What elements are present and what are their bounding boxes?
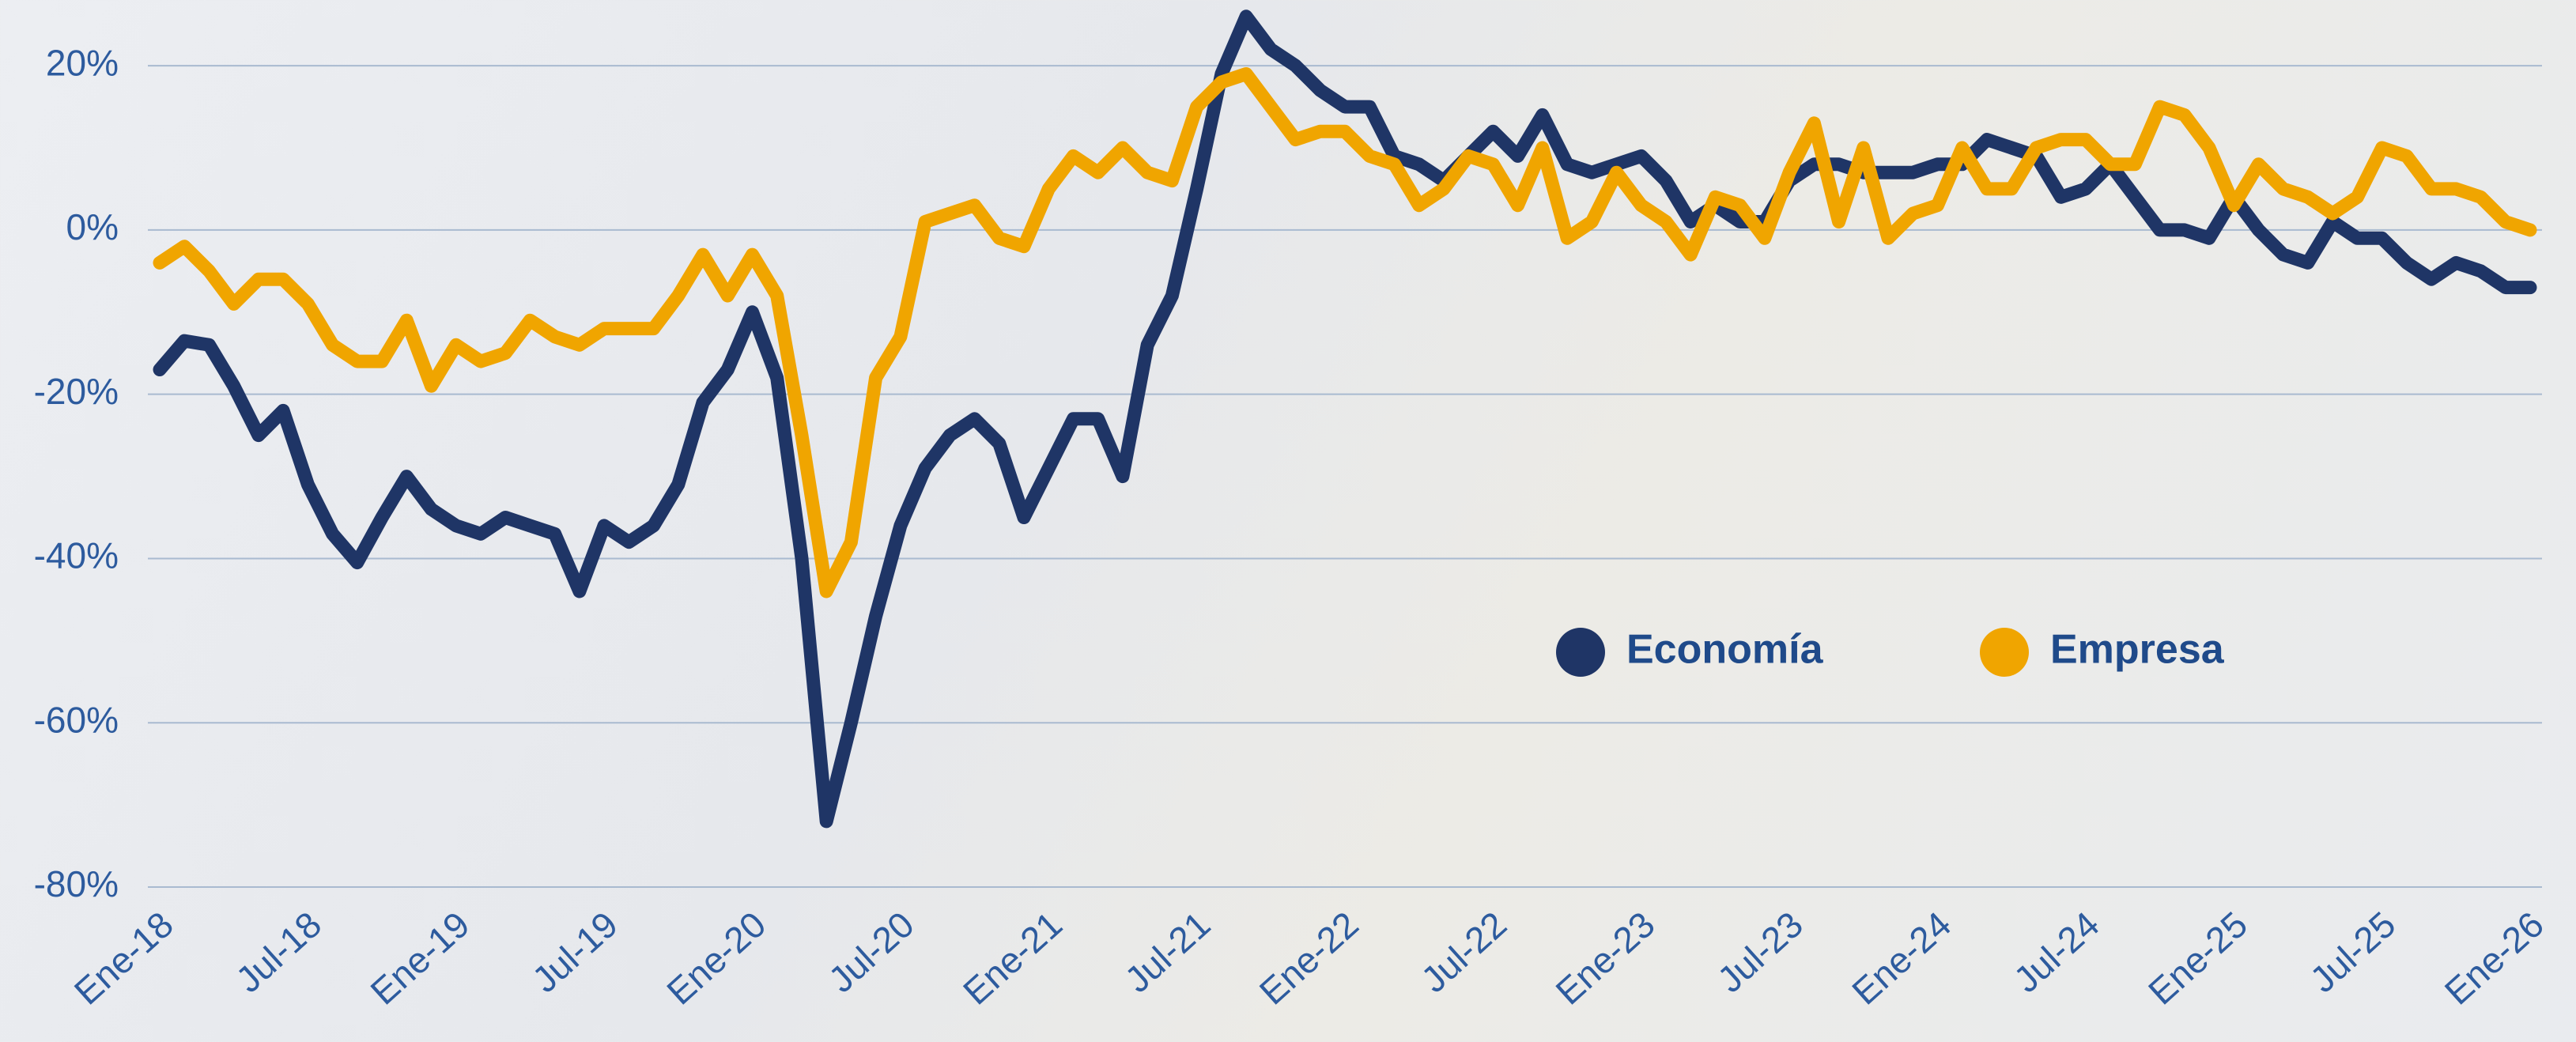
- x-tick-label: Jul-21: [1117, 904, 1218, 1000]
- x-tick-label: Jul-24: [2006, 904, 2107, 1000]
- x-tick-label: Ene-20: [659, 904, 773, 1013]
- x-tick-label: Jul-18: [228, 904, 329, 1000]
- x-tick-label: Ene-21: [955, 904, 1070, 1013]
- y-tick-label: -60%: [34, 699, 119, 740]
- x-tick-label: Jul-19: [524, 904, 625, 1000]
- x-tick-label: Ene-18: [66, 904, 181, 1013]
- legend-marker: [1556, 628, 1605, 677]
- x-tick-label: Jul-23: [1709, 904, 1811, 1000]
- legend-marker: [1980, 628, 2029, 677]
- y-tick-label: 20%: [46, 42, 119, 83]
- y-tick-label: -40%: [34, 535, 119, 576]
- x-tick-label: Ene-22: [1252, 904, 1366, 1013]
- y-tick-label: -80%: [34, 863, 119, 904]
- legend-label: Empresa: [2050, 627, 2225, 673]
- x-tick-label: Ene-19: [363, 904, 478, 1013]
- x-tick-label: Ene-26: [2437, 904, 2551, 1013]
- x-tick-label: Ene-24: [1844, 904, 1958, 1013]
- x-tick-label: Jul-25: [2302, 904, 2404, 1000]
- legend-label: Economía: [1626, 627, 1824, 673]
- x-tick-label: Ene-23: [1548, 904, 1663, 1013]
- y-tick-label: -20%: [34, 371, 119, 412]
- x-tick-label: Jul-22: [1413, 904, 1514, 1000]
- y-tick-label: 0%: [66, 206, 119, 247]
- x-tick-label: Ene-25: [2140, 904, 2255, 1013]
- x-tick-label: Jul-20: [821, 904, 922, 1000]
- line-series: [153, 9, 2537, 829]
- line-series: [153, 67, 2537, 598]
